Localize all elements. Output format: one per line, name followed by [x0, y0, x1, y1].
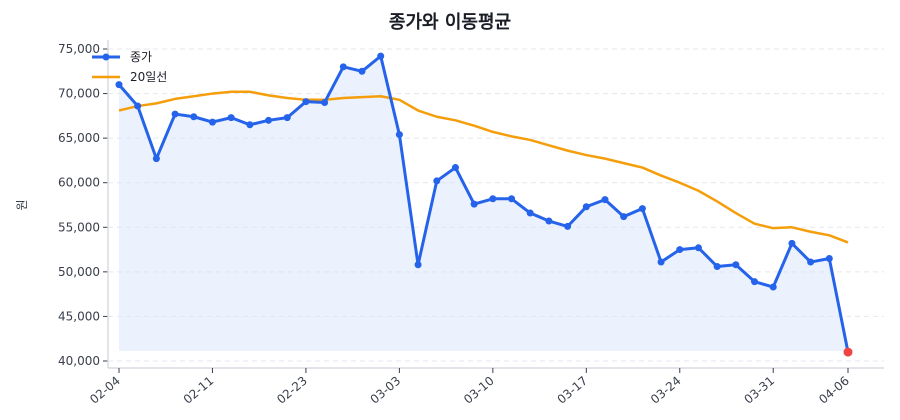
y-tick-label: 45,000	[58, 309, 100, 323]
x-tick-label: 03-03	[368, 374, 404, 407]
x-tick-label: 03-10	[461, 374, 497, 407]
x-tick-label: 04-06	[816, 374, 852, 407]
close-marker	[807, 258, 815, 266]
close-marker	[171, 110, 179, 118]
close-marker	[208, 118, 216, 126]
close-marker	[190, 113, 198, 121]
close-marker	[638, 205, 646, 213]
x-tick-label: 02-04	[87, 374, 123, 407]
chart-title: 종가와 이동평균	[388, 12, 512, 33]
close-marker	[582, 203, 590, 211]
close-marker	[433, 177, 441, 185]
close-marker	[825, 254, 833, 262]
close-price-line	[115, 52, 853, 357]
close-marker	[395, 131, 403, 139]
close-marker	[676, 246, 684, 254]
y-axis-label: 원	[15, 199, 29, 210]
y-tick-label: 50,000	[58, 265, 100, 279]
legend-close-label: 종가	[130, 50, 152, 64]
close-marker	[508, 195, 516, 203]
close-marker	[769, 283, 777, 291]
close-marker	[152, 155, 160, 163]
close-marker	[246, 121, 254, 129]
close-marker	[526, 209, 534, 217]
close-marker	[657, 258, 665, 266]
close-marker	[115, 81, 123, 89]
close-marker	[564, 222, 572, 230]
close-marker	[321, 98, 329, 106]
y-tick-label: 60,000	[58, 176, 100, 190]
close-marker	[451, 164, 459, 172]
y-tick-label: 70,000	[58, 87, 100, 101]
close-area-fill	[119, 56, 848, 353]
x-tick-label: 02-23	[274, 374, 310, 407]
close-marker	[302, 98, 310, 106]
close-marker	[283, 114, 291, 122]
y-tick-label: 55,000	[58, 220, 100, 234]
y-tick-label: 40,000	[58, 354, 100, 368]
close-marker	[470, 200, 478, 208]
close-marker	[713, 263, 721, 271]
x-tick-label: 03-24	[648, 374, 684, 407]
close-marker	[358, 67, 366, 75]
legend: 종가 20일선	[92, 50, 167, 84]
y-tick-label: 75,000	[58, 42, 100, 56]
close-marker	[489, 195, 497, 203]
close-marker	[339, 63, 347, 71]
close-marker	[134, 102, 142, 110]
close-marker	[265, 116, 273, 124]
close-marker	[788, 239, 796, 247]
ma20-polyline	[118, 90, 849, 244]
close-marker	[751, 278, 759, 286]
y-tick-label: 65,000	[58, 131, 100, 145]
close-marker	[545, 217, 553, 225]
close-marker	[601, 196, 609, 204]
close-polyline	[117, 54, 850, 353]
close-marker	[732, 261, 740, 269]
close-marker	[377, 52, 385, 60]
close-marker	[227, 114, 235, 122]
legend-ma-label: 20일선	[130, 70, 167, 84]
x-tick-label: 02-11	[181, 374, 217, 407]
last-close-marker	[843, 347, 853, 357]
x-tick-label: 03-31	[741, 374, 777, 407]
close-marker	[414, 261, 422, 269]
x-tick-label: 03-17	[555, 374, 591, 407]
close-marker	[620, 213, 628, 221]
close-marker	[694, 244, 702, 252]
close-fill-area	[119, 56, 848, 353]
legend-close-marker	[102, 53, 110, 61]
ma20-line	[118, 90, 849, 244]
